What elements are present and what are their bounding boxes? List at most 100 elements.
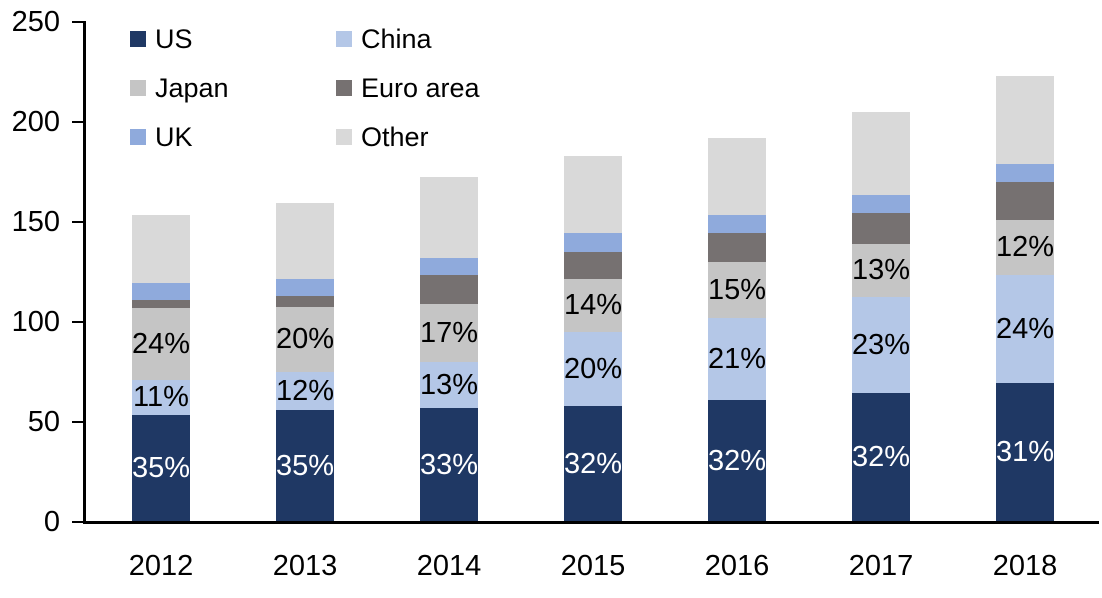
segment-euro-area-2016 [708,233,766,262]
segment-china-2016: 21% [708,318,766,400]
segment-japan-2017: 13% [852,244,910,297]
segment-euro-area-2018 [996,182,1054,220]
legend-label: China [361,23,432,54]
data-label: 23% [851,328,911,361]
x-category-label: 2014 [416,550,482,582]
segment-japan-2018: 12% [996,220,1054,275]
data-label: 24% [131,327,191,360]
segment-uk-2016 [708,215,766,233]
segment-uk-2015 [564,233,622,252]
data-label: 17% [419,316,479,349]
y-axis-tick [72,321,85,323]
bar-2018: 12% 24% 31% [996,76,1054,522]
y-axis-tick [72,121,85,123]
data-label: 13% [419,368,479,401]
segment-euro-area-2013 [276,296,334,307]
x-axis-line [83,521,1099,524]
x-category-label: 2013 [272,550,338,582]
segment-uk-2018 [996,164,1054,182]
segment-us-2017: 32% [852,393,910,522]
bar-2014: 17% 13% 33% [420,177,478,522]
data-label: 15% [707,273,767,306]
data-label: 31% [995,436,1055,468]
segment-japan-2012: 24% [132,308,190,380]
bar-2017: 13% 23% 32% [852,112,910,522]
data-label: 32% [707,444,767,477]
segment-other-2013 [276,203,334,279]
data-label: 12% [995,231,1055,263]
segment-us-2018: 31% [996,383,1054,522]
segment-japan-2015: 14% [564,279,622,332]
bar-2015: 14% 20% 32% [564,156,622,522]
x-category-label: 2017 [848,550,914,582]
segment-other-2015 [564,156,622,233]
data-label: 20% [563,352,623,385]
y-tick-label: 50 [27,406,60,438]
segment-china-2013: 12% [276,372,334,410]
segment-uk-2014 [420,258,478,275]
legend-item-china: China [336,23,480,55]
y-axis-line [83,21,86,524]
legend-item-uk: UK [130,121,336,153]
segment-uk-2012 [132,283,190,300]
y-axis-tick [72,521,85,523]
legend-swatch-us [130,31,146,47]
segment-us-2013: 35% [276,410,334,522]
x-category-label: 2012 [128,550,194,582]
y-tick-label: 250 [11,6,60,38]
legend-swatch-euro-area [336,80,352,96]
segment-china-2017: 23% [852,297,910,393]
y-tick-label: 0 [43,506,60,538]
segment-japan-2016: 15% [708,262,766,318]
y-axis-tick [72,221,85,223]
data-label: 13% [851,254,911,286]
segment-china-2018: 24% [996,275,1054,383]
legend-item-other: Other [336,121,480,153]
segment-other-2016 [708,138,766,215]
segment-japan-2013: 20% [276,307,334,372]
legend-swatch-japan [130,80,146,96]
data-label: 21% [707,342,767,375]
y-axis-tick [72,421,85,423]
legend-item-japan: Japan [130,72,336,104]
y-tick-label: 200 [11,106,60,138]
data-label: 32% [563,447,623,480]
legend-swatch-china [336,31,352,47]
legend-item-euro-area: Euro area [336,72,480,104]
segment-us-2014: 33% [420,408,478,522]
legend-label: Other [361,121,429,152]
segment-us-2015: 32% [564,406,622,522]
segment-euro-area-2012 [132,300,190,308]
segment-other-2017 [852,112,910,195]
segment-uk-2017 [852,195,910,213]
bar-2013: 20% 12% 35% [276,203,334,522]
y-tick-label: 100 [11,306,60,338]
legend-label: Euro area [361,72,480,103]
data-label: 33% [419,448,479,481]
legend-label: Japan [155,72,229,103]
bar-2016: 15% 21% 32% [708,138,766,522]
segment-us-2016: 32% [708,400,766,522]
x-category-label: 2015 [560,550,626,582]
segment-other-2014 [420,177,478,258]
legend-swatch-uk [130,129,146,145]
data-label: 14% [563,289,623,321]
data-label: 35% [275,449,335,482]
segment-uk-2013 [276,279,334,296]
segment-other-2018 [996,76,1054,164]
bar-2012: 24% 11% 35% [132,215,190,522]
segment-us-2012: 35% [132,415,190,522]
segment-china-2014: 13% [420,362,478,408]
data-label: 20% [275,323,335,355]
segment-china-2015: 20% [564,332,622,406]
legend: US China Japan Euro area UK Other [130,23,480,153]
data-label: 35% [131,452,191,484]
legend-item-us: US [130,23,336,55]
segment-euro-area-2017 [852,213,910,244]
x-category-label: 2018 [992,550,1058,582]
x-category-label: 2016 [704,550,770,582]
data-label: 32% [851,441,911,473]
y-axis-tick [72,21,85,23]
legend-label: UK [155,121,193,152]
